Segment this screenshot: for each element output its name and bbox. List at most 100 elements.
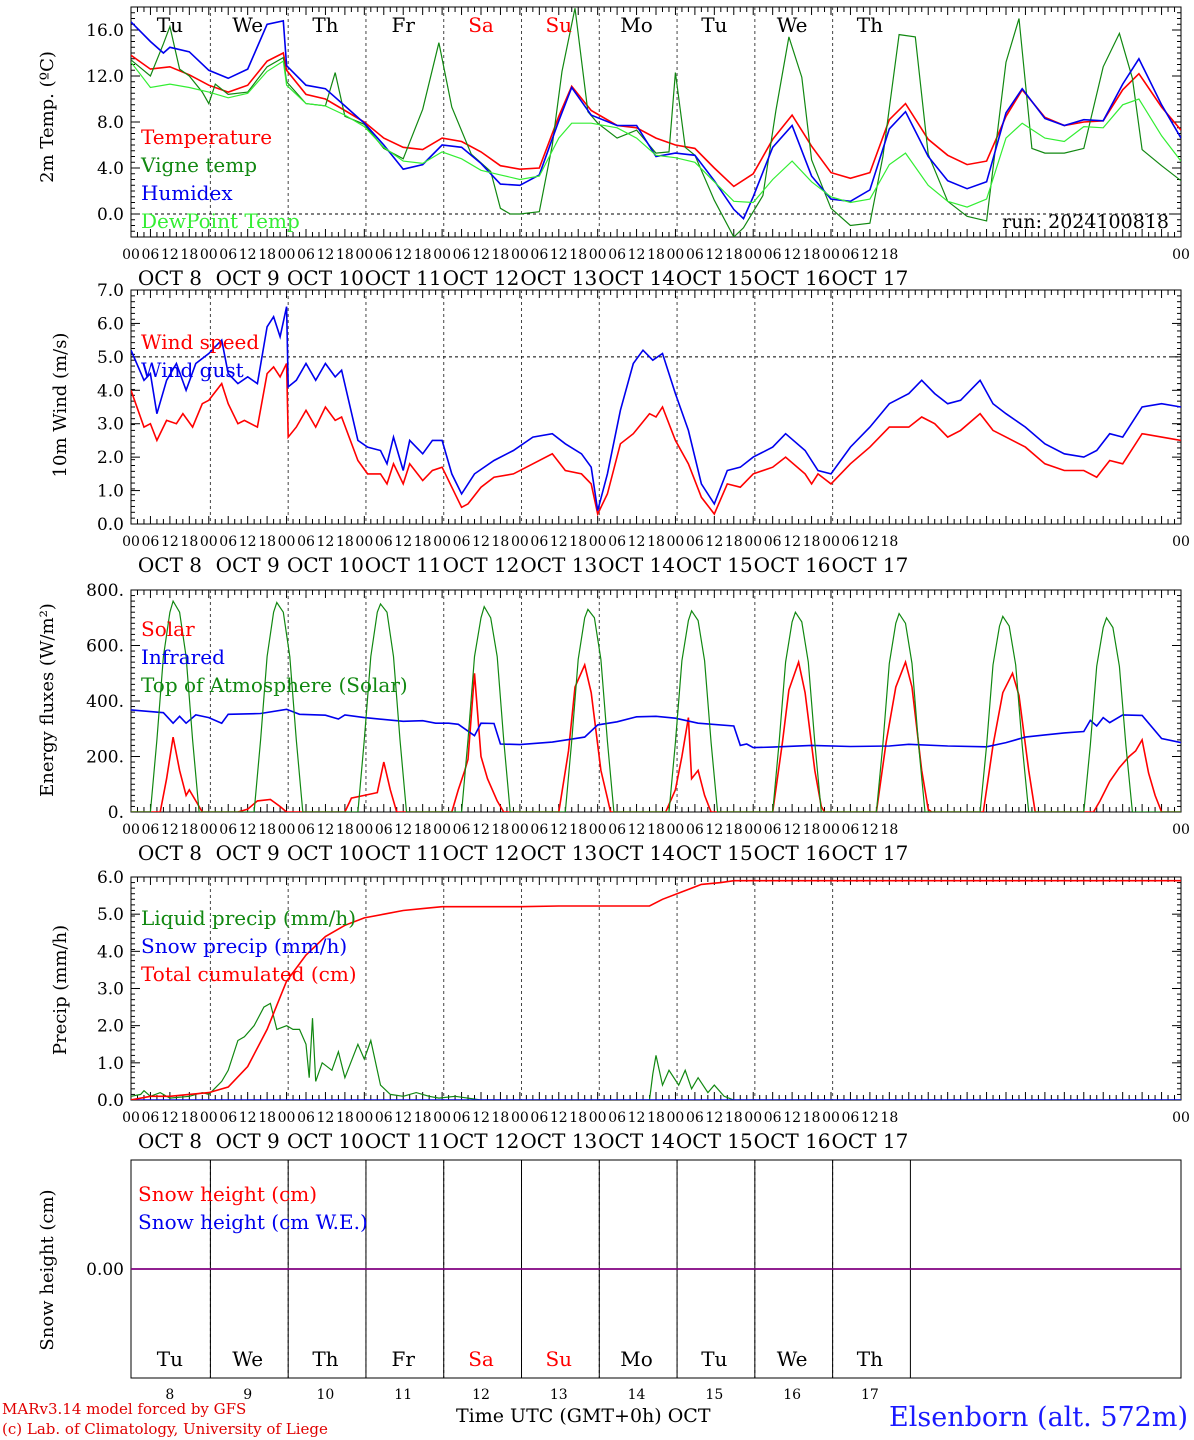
hour-label: 18 — [492, 822, 510, 838]
hour-label: 12 — [239, 822, 257, 838]
hour-label: 00 — [122, 1110, 140, 1126]
hour-label: 18 — [336, 1110, 354, 1126]
hour-label: 00 — [122, 822, 140, 838]
legend-entry: Liquid precip (mm/h) — [141, 906, 356, 930]
y-tick-label: 3.0 — [97, 980, 124, 1000]
hour-label: 12 — [550, 534, 568, 550]
hour-label: 06 — [842, 822, 860, 838]
date-label: OCT 9 — [216, 1129, 280, 1153]
series-line-total-cumulated-cm — [131, 879, 1181, 1100]
legend-entry: Infrared — [141, 645, 225, 669]
hour-label: 12 — [705, 534, 723, 550]
hour-label: 00 — [200, 1110, 218, 1126]
weekday-label: We — [232, 13, 263, 37]
hour-label: 06 — [686, 247, 704, 263]
weekday-label: Mo — [620, 1347, 653, 1371]
hour-label: 00 — [667, 534, 685, 550]
hour-label: 00 — [589, 822, 607, 838]
hour-label: 12 — [628, 247, 646, 263]
date-label: OCT 9 — [216, 841, 280, 865]
hour-label: 18 — [880, 247, 898, 263]
series-line-vigne-temp — [131, 8, 1181, 237]
hour-label: 06 — [453, 1110, 471, 1126]
hour-label: 12 — [394, 247, 412, 263]
y-tick-label: 1.0 — [97, 1054, 124, 1074]
hour-label: 18 — [803, 247, 821, 263]
panel-2: 0.0 1.0 2.0 3.0 4.0 5.0 6.0 7.0 10m Wind (m/s) Wi… — [50, 281, 1190, 577]
hour-label: 18 — [180, 534, 198, 550]
hour-label: 12 — [628, 1110, 646, 1126]
date-label: OCT 13 — [520, 553, 597, 577]
hour-label: 12 — [705, 1110, 723, 1126]
hour-label: 00 — [278, 1110, 296, 1126]
weekday-label: Tu — [701, 13, 727, 37]
hour-label: 06 — [453, 822, 471, 838]
hour-label: 00 — [511, 534, 529, 550]
hour-label: 06 — [142, 822, 160, 838]
weekday-label: We — [232, 1347, 263, 1371]
date-label: OCT 9 — [216, 553, 280, 577]
hour-label: 00 — [1172, 247, 1190, 263]
hour-label: 18 — [414, 534, 432, 550]
legend-entry: Snow height (cm W.E.) — [138, 1210, 368, 1234]
hour-label: 18 — [569, 1110, 587, 1126]
y-tick-label: 16.0 — [86, 21, 124, 41]
date-label: OCT 12 — [443, 1129, 520, 1153]
hour-label: 12 — [472, 1110, 490, 1126]
hour-label: 12 — [317, 247, 335, 263]
y-tick-label: 7.0 — [97, 281, 124, 301]
hour-label: 12 — [861, 247, 879, 263]
series-line-wind-gust — [131, 306, 1181, 511]
hour-label: 18 — [258, 247, 276, 263]
weekday-label: Mo — [620, 13, 653, 37]
hour-label: 12 — [783, 247, 801, 263]
hour-label: 00 — [200, 534, 218, 550]
day-number-label: 16 — [783, 1387, 801, 1403]
hour-label: 12 — [472, 534, 490, 550]
hour-label: 18 — [492, 534, 510, 550]
hour-label: 18 — [258, 822, 276, 838]
hour-label: 06 — [686, 1110, 704, 1126]
hour-label: 06 — [219, 534, 237, 550]
hour-label: 18 — [414, 822, 432, 838]
hour-label: 00 — [667, 247, 685, 263]
y-tick-label: 2.0 — [97, 448, 124, 468]
legend-entry: Solar — [141, 617, 195, 641]
date-label: OCT 17 — [831, 266, 908, 290]
date-label: OCT 16 — [754, 266, 831, 290]
hour-label: 06 — [297, 822, 315, 838]
date-label: OCT 15 — [676, 266, 753, 290]
hour-label: 06 — [764, 247, 782, 263]
weekday-label: Tu — [157, 13, 183, 37]
lab-credit: (c) Lab. of Climatology, University of L… — [2, 1420, 328, 1438]
y-tick-label: 800. — [86, 581, 124, 601]
hour-label: 00 — [200, 822, 218, 838]
hour-label: 06 — [608, 1110, 626, 1126]
hour-label: 00 — [822, 247, 840, 263]
hour-label: 12 — [472, 247, 490, 263]
hour-label: 18 — [725, 822, 743, 838]
y-axis-label: 10m Wind (m/s) — [50, 333, 71, 478]
hour-label: 00 — [589, 1110, 607, 1126]
day-number-label: 12 — [472, 1387, 490, 1403]
hour-label: 18 — [258, 1110, 276, 1126]
hour-label: 06 — [297, 534, 315, 550]
hour-label: 00 — [511, 247, 529, 263]
hour-label: 00 — [278, 822, 296, 838]
hour-label: 12 — [861, 534, 879, 550]
hour-label: 12 — [550, 1110, 568, 1126]
hour-label: 00 — [122, 534, 140, 550]
hour-label: 18 — [880, 534, 898, 550]
hour-label: 12 — [239, 1110, 257, 1126]
date-label: OCT 16 — [754, 841, 831, 865]
hour-label: 06 — [608, 822, 626, 838]
hour-label: 12 — [317, 1110, 335, 1126]
hour-label: 12 — [161, 247, 179, 263]
hour-label: 18 — [803, 1110, 821, 1126]
y-tick-label: 0.0 — [97, 1091, 124, 1111]
date-label: OCT 11 — [365, 266, 442, 290]
weekday-label: Sa — [468, 1347, 494, 1371]
hour-label: 00 — [278, 534, 296, 550]
hour-label: 06 — [142, 247, 160, 263]
hour-label: 06 — [842, 534, 860, 550]
